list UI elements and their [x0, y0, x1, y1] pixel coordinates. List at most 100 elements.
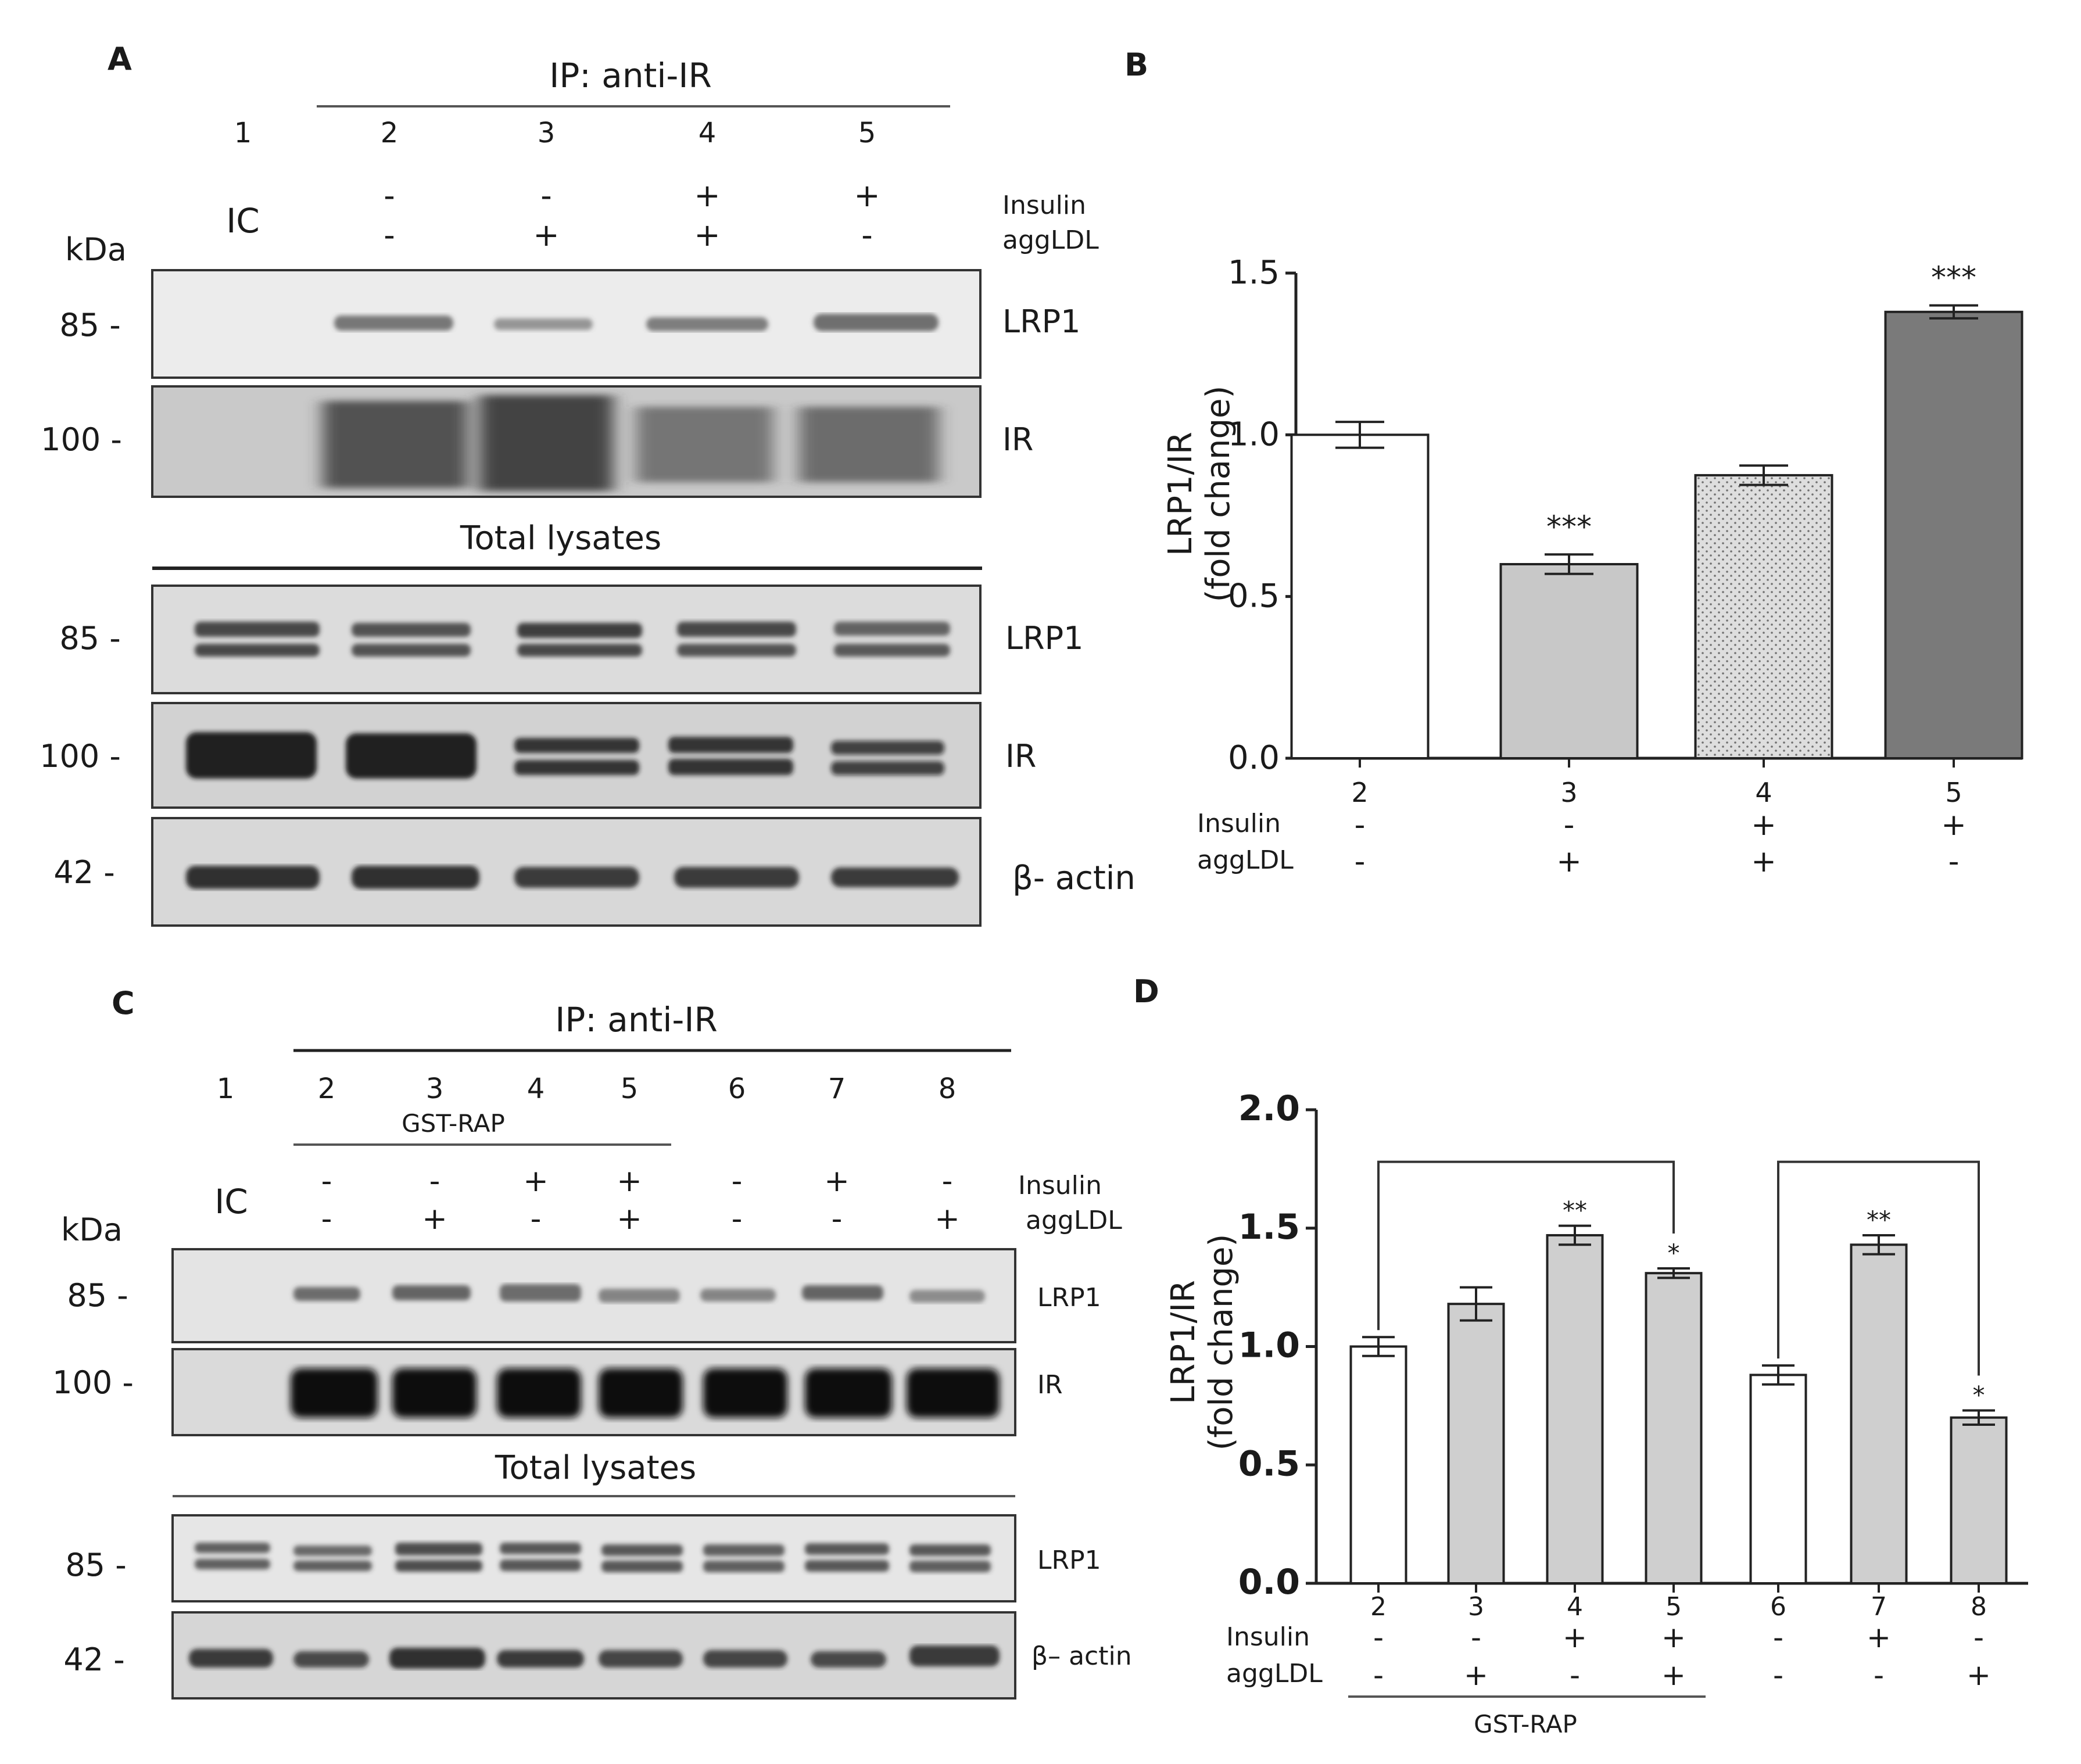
aggldl-sign: - — [861, 217, 873, 253]
blot-label: β- actin — [1012, 859, 1136, 897]
ic-label: IC — [214, 1182, 248, 1221]
significance-marker: ** — [1867, 1206, 1891, 1234]
total-lysates-header: Total lysates — [495, 1449, 696, 1487]
insulin-sign: + — [1563, 1620, 1587, 1654]
panel-a: A IP: anti-IR 1 2 3 4 5 IC kDa - - + + -… — [40, 41, 1136, 927]
lane-number: 2 — [381, 117, 399, 149]
comparison-bracket — [1777, 1160, 1980, 1376]
y-tick-label: 2.0 — [1238, 1088, 1300, 1129]
category-label: 8 — [1971, 1592, 1987, 1622]
aggldl-sign: + — [1556, 844, 1582, 879]
insulin-label: Insulin — [1226, 1622, 1310, 1652]
y-tick-label: 1.0 — [1228, 415, 1280, 453]
aggldl-sign: - — [1373, 1658, 1384, 1692]
insulin-sign: - — [1973, 1620, 1984, 1654]
lane-number: 5 — [858, 117, 876, 149]
bar — [1546, 1234, 1604, 1585]
significance-marker: * — [1668, 1239, 1680, 1267]
lane-number: 4 — [699, 117, 717, 149]
y-tick-label: 0.0 — [1228, 739, 1280, 777]
bar — [1499, 563, 1639, 759]
aggldl-sign: + — [533, 217, 559, 253]
y-tick-label: 1.0 — [1238, 1325, 1300, 1366]
lane-numbers: 1 2 3 4 5 6 7 8 — [217, 1073, 957, 1105]
significance-marker: * — [1973, 1381, 1985, 1410]
blot-lysate-beta-actin — [171, 1611, 1016, 1700]
insulin-sign: + — [523, 1164, 549, 1199]
aggldl-label: aggLDL — [1226, 1659, 1323, 1688]
chart-d-comparison-brackets — [1377, 1160, 1980, 1376]
panel-letter-b: B — [1124, 46, 1148, 83]
significance-marker: *** — [1546, 510, 1592, 544]
gst-rap-label: GST-RAP — [1474, 1710, 1577, 1738]
lane-number: 1 — [217, 1073, 235, 1105]
treatment-signs: - - + + - + - - + - + - - + — [321, 1164, 960, 1236]
insulin-label: Insulin — [1197, 809, 1281, 838]
lane-numbers: 1 2 3 4 5 — [234, 117, 876, 149]
y-tick-label: 0.5 — [1228, 578, 1280, 615]
aggldl-label: aggLDL — [1002, 225, 1099, 255]
insulin-sign: - — [942, 1164, 953, 1199]
aggldl-sign: + — [617, 1202, 642, 1236]
bar — [1645, 1272, 1703, 1585]
aggldl-label: aggLDL — [1197, 845, 1294, 875]
lane-number: 3 — [426, 1073, 444, 1105]
insulin-sign: + — [1867, 1620, 1891, 1654]
bar — [1447, 1303, 1505, 1584]
bar — [1349, 1345, 1407, 1584]
insulin-sign: + — [824, 1164, 850, 1199]
mw-marker: 100 - — [40, 738, 121, 775]
aggldl-sign: - — [1874, 1658, 1884, 1692]
category-label: 7 — [1871, 1592, 1887, 1622]
insulin-sign: + — [694, 177, 720, 214]
category-label: 6 — [1770, 1592, 1786, 1622]
insulin-sign: - — [384, 177, 395, 214]
aggldl-sign: + — [1661, 1658, 1686, 1692]
y-axis-title-line1: LRP1/IR — [1162, 432, 1199, 556]
blot-label: IR — [1037, 1370, 1063, 1400]
significance-marker: *** — [1931, 261, 1976, 296]
insulin-sign: - — [540, 177, 552, 214]
y-axis-title-line1: LRP1/IR — [1165, 1280, 1202, 1404]
insulin-sign: - — [732, 1164, 743, 1199]
y-tick-label: 1.5 — [1228, 254, 1280, 292]
comparison-bracket — [1377, 1160, 1675, 1331]
aggldl-sign: - — [732, 1202, 743, 1236]
category-label: 3 — [1468, 1592, 1484, 1622]
y-axis-title-line2: (fold change) — [1202, 1234, 1240, 1451]
chart-d-bars: ****** — [1349, 1196, 2008, 1585]
aggldl-sign: - — [321, 1202, 332, 1236]
gst-rap-label: GST-RAP — [402, 1109, 505, 1138]
kda-label: kDa — [61, 1211, 123, 1248]
lane-number: 6 — [728, 1073, 746, 1105]
blot-lysate-lrp1 — [151, 585, 982, 694]
insulin-sign: + — [1941, 808, 1967, 842]
insulin-sign: - — [1373, 1620, 1384, 1654]
panel-letter-c: C — [112, 985, 135, 1021]
insulin-sign: - — [429, 1164, 440, 1199]
lane-number: 5 — [621, 1073, 639, 1105]
aggldl-sign: - — [531, 1202, 542, 1236]
aggldl-label: aggLDL — [1026, 1206, 1122, 1235]
blot-label: LRP1 — [1037, 1546, 1101, 1575]
bar — [1884, 310, 2023, 759]
category-label: 5 — [1945, 777, 1962, 808]
insulin-label: Insulin — [1002, 191, 1086, 220]
bar — [1290, 433, 1430, 759]
category-label: 2 — [1351, 777, 1368, 808]
blot-label: IR — [1005, 738, 1036, 775]
panel-letter-d: D — [1133, 973, 1159, 1010]
chart-d-axes: 0.0 0.5 1.0 1.5 2.0 — [1238, 1088, 2028, 1602]
category-label: 2 — [1370, 1592, 1387, 1622]
mw-marker: 85 - — [59, 307, 120, 343]
treatment-signs: - - + + - + + - — [384, 177, 880, 253]
mw-marker: 85 - — [59, 620, 120, 657]
blot-lysate-ir — [151, 702, 982, 809]
blot-lysate-beta-actin — [151, 817, 982, 927]
category-label: 4 — [1755, 777, 1772, 808]
lane-number: 3 — [538, 117, 556, 149]
insulin-sign: + — [854, 177, 880, 214]
mw-marker: 100 - — [41, 421, 122, 458]
insulin-sign: + — [1751, 808, 1776, 842]
aggldl-sign: + — [694, 217, 720, 253]
